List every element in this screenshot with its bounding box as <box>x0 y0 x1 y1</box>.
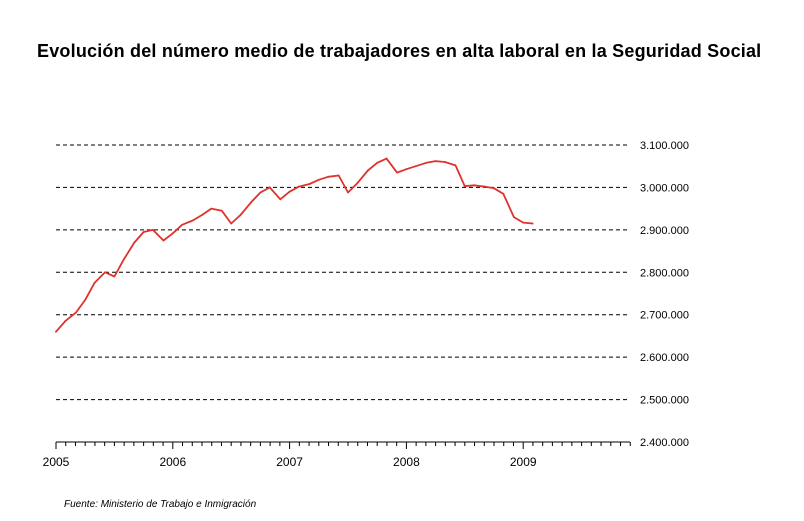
data-point <box>434 160 437 163</box>
data-point <box>414 165 417 168</box>
y-tick-label: 2.400.000 <box>640 437 689 449</box>
data-point <box>64 320 67 322</box>
data-point <box>181 223 184 226</box>
x-tick-label: 2009 <box>510 455 537 469</box>
data-point <box>512 216 515 219</box>
data-point <box>425 161 428 164</box>
x-axis-labels: 2005 2006 2007 2008 2009 <box>43 455 537 469</box>
data-point <box>191 219 194 222</box>
data-point <box>279 198 282 201</box>
y-tick-label: 3.100.000 <box>640 140 689 152</box>
data-point <box>483 185 486 188</box>
data-point <box>288 190 291 193</box>
x-tick-label: 2008 <box>393 455 420 469</box>
data-point <box>122 258 125 261</box>
source-note: Fuente: Ministerio de Trabajo e Inmigrac… <box>64 499 257 510</box>
data-point <box>317 178 320 181</box>
data-point <box>327 175 330 178</box>
data-point <box>171 232 174 235</box>
data-point <box>259 191 262 194</box>
data-point <box>405 168 408 171</box>
y-tick-label: 2.900.000 <box>640 225 689 237</box>
data-point <box>84 298 87 301</box>
x-tick-label: 2006 <box>159 455 186 469</box>
data-point <box>162 239 165 242</box>
data-point <box>268 186 271 189</box>
y-tick-label: 2.800.000 <box>640 267 689 279</box>
data-point <box>396 171 398 174</box>
data-point <box>385 157 388 160</box>
data-point <box>93 281 96 284</box>
data-point <box>104 271 106 274</box>
data-point <box>502 192 505 195</box>
data-point <box>522 221 525 224</box>
chart-title: Evolución del número medio de trabajador… <box>37 41 762 61</box>
data-point <box>113 275 116 278</box>
data-point <box>356 182 359 185</box>
data-point <box>152 228 154 231</box>
gridlines <box>56 144 630 401</box>
data-point <box>531 222 534 225</box>
data-point <box>347 191 349 194</box>
data-point <box>201 214 203 216</box>
y-tick-label: 3.000.000 <box>640 182 689 194</box>
data-point <box>55 330 57 333</box>
data-point <box>337 174 340 177</box>
data-point <box>444 161 446 163</box>
y-tick-label: 2.700.000 <box>640 310 689 322</box>
x-tick-label: 2005 <box>43 455 70 469</box>
data-point <box>473 184 476 187</box>
x-tick-label: 2007 <box>276 455 303 469</box>
data-point <box>298 185 300 188</box>
y-tick-label: 2.600.000 <box>640 352 689 364</box>
data-point <box>239 214 242 216</box>
data-point <box>133 241 136 244</box>
data-point <box>366 169 369 172</box>
data-point <box>463 185 466 188</box>
data-point <box>454 164 457 167</box>
data-point <box>220 209 223 212</box>
data-point <box>142 231 145 233</box>
x-axis <box>55 441 631 449</box>
data-point <box>210 207 213 210</box>
data-point <box>493 187 495 190</box>
y-axis-labels: 3.100.000 3.000.000 2.900.000 2.800.000 2.70… <box>640 140 689 449</box>
data-point <box>230 222 233 225</box>
data-point <box>308 183 311 185</box>
series-layer <box>55 157 534 333</box>
y-tick-label: 2.500.000 <box>640 395 689 407</box>
series-line <box>55 157 534 333</box>
data-point <box>74 311 77 314</box>
data-point <box>376 161 379 164</box>
data-point <box>250 201 252 204</box>
